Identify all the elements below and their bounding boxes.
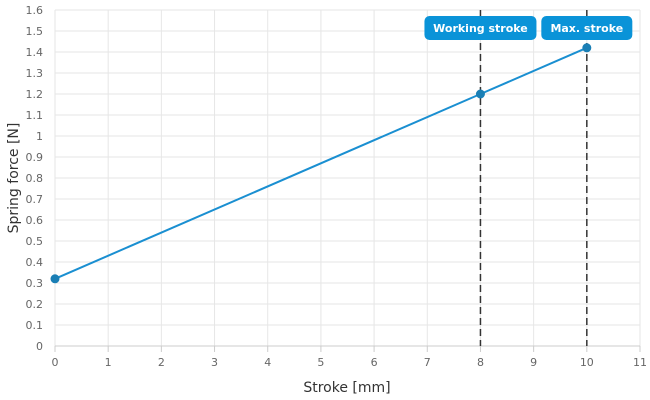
x-tick-label: 5 [317,356,324,369]
y-tick-label: 0.8 [26,172,44,185]
y-tick-label: 1.1 [26,109,44,122]
y-tick-label: 1.4 [26,46,44,59]
x-tick-label: 9 [530,356,537,369]
y-tick-label: 0.3 [26,277,44,290]
x-tick-label: 10 [580,356,594,369]
x-tick-label: 11 [633,356,647,369]
x-tick-label: 8 [477,356,484,369]
x-tick-label: 6 [371,356,378,369]
y-tick-label: 1.5 [26,25,44,38]
axes [54,345,641,352]
x-tick-label: 1 [105,356,112,369]
marker-label: Max. stroke [550,22,623,35]
y-tick-label: 1 [36,130,43,143]
y-tick-label: 1.3 [26,67,44,80]
series [50,43,592,284]
y-tick-label: 0.1 [26,319,44,332]
y-tick-label: 0.7 [26,193,44,206]
y-tick-label: 0 [36,340,43,353]
y-tick-label: 0.6 [26,214,44,227]
y-tick-label: 0.4 [26,256,44,269]
data-point [50,274,60,284]
x-tick-label: 3 [211,356,218,369]
y-tick-label: 1.6 [26,4,44,17]
grid [54,9,641,347]
y-tick-label: 0.9 [26,151,44,164]
y-axis-title: Spring force [N] [6,123,22,234]
marker-label-badge: Max. stroke [541,16,633,40]
tick-labels: 0 0.1 0.2 0.3 0.4 0.5 0.6 0.7 0.8 0.9 1 1.1 1.2 1.3 1.… [26,4,648,369]
marker-label-background [424,16,537,40]
x-axis-title: Stroke [mm] [303,380,390,396]
stroke-markers: Working stroke Max. stroke [424,10,633,346]
data-point [475,89,485,99]
y-tick-label: 0.5 [26,235,44,248]
x-tick-label: 7 [424,356,431,369]
x-tick-label: 0 [52,356,59,369]
x-tick-label: 4 [264,356,271,369]
y-tick-label: 0.2 [26,298,44,311]
marker-label-background [541,16,633,40]
y-tick-label: 1.2 [26,88,44,101]
marker-label: Working stroke [433,22,528,35]
marker-label-badge: Working stroke [424,16,537,40]
data-point [582,43,592,53]
x-tick-label: 2 [158,356,165,369]
